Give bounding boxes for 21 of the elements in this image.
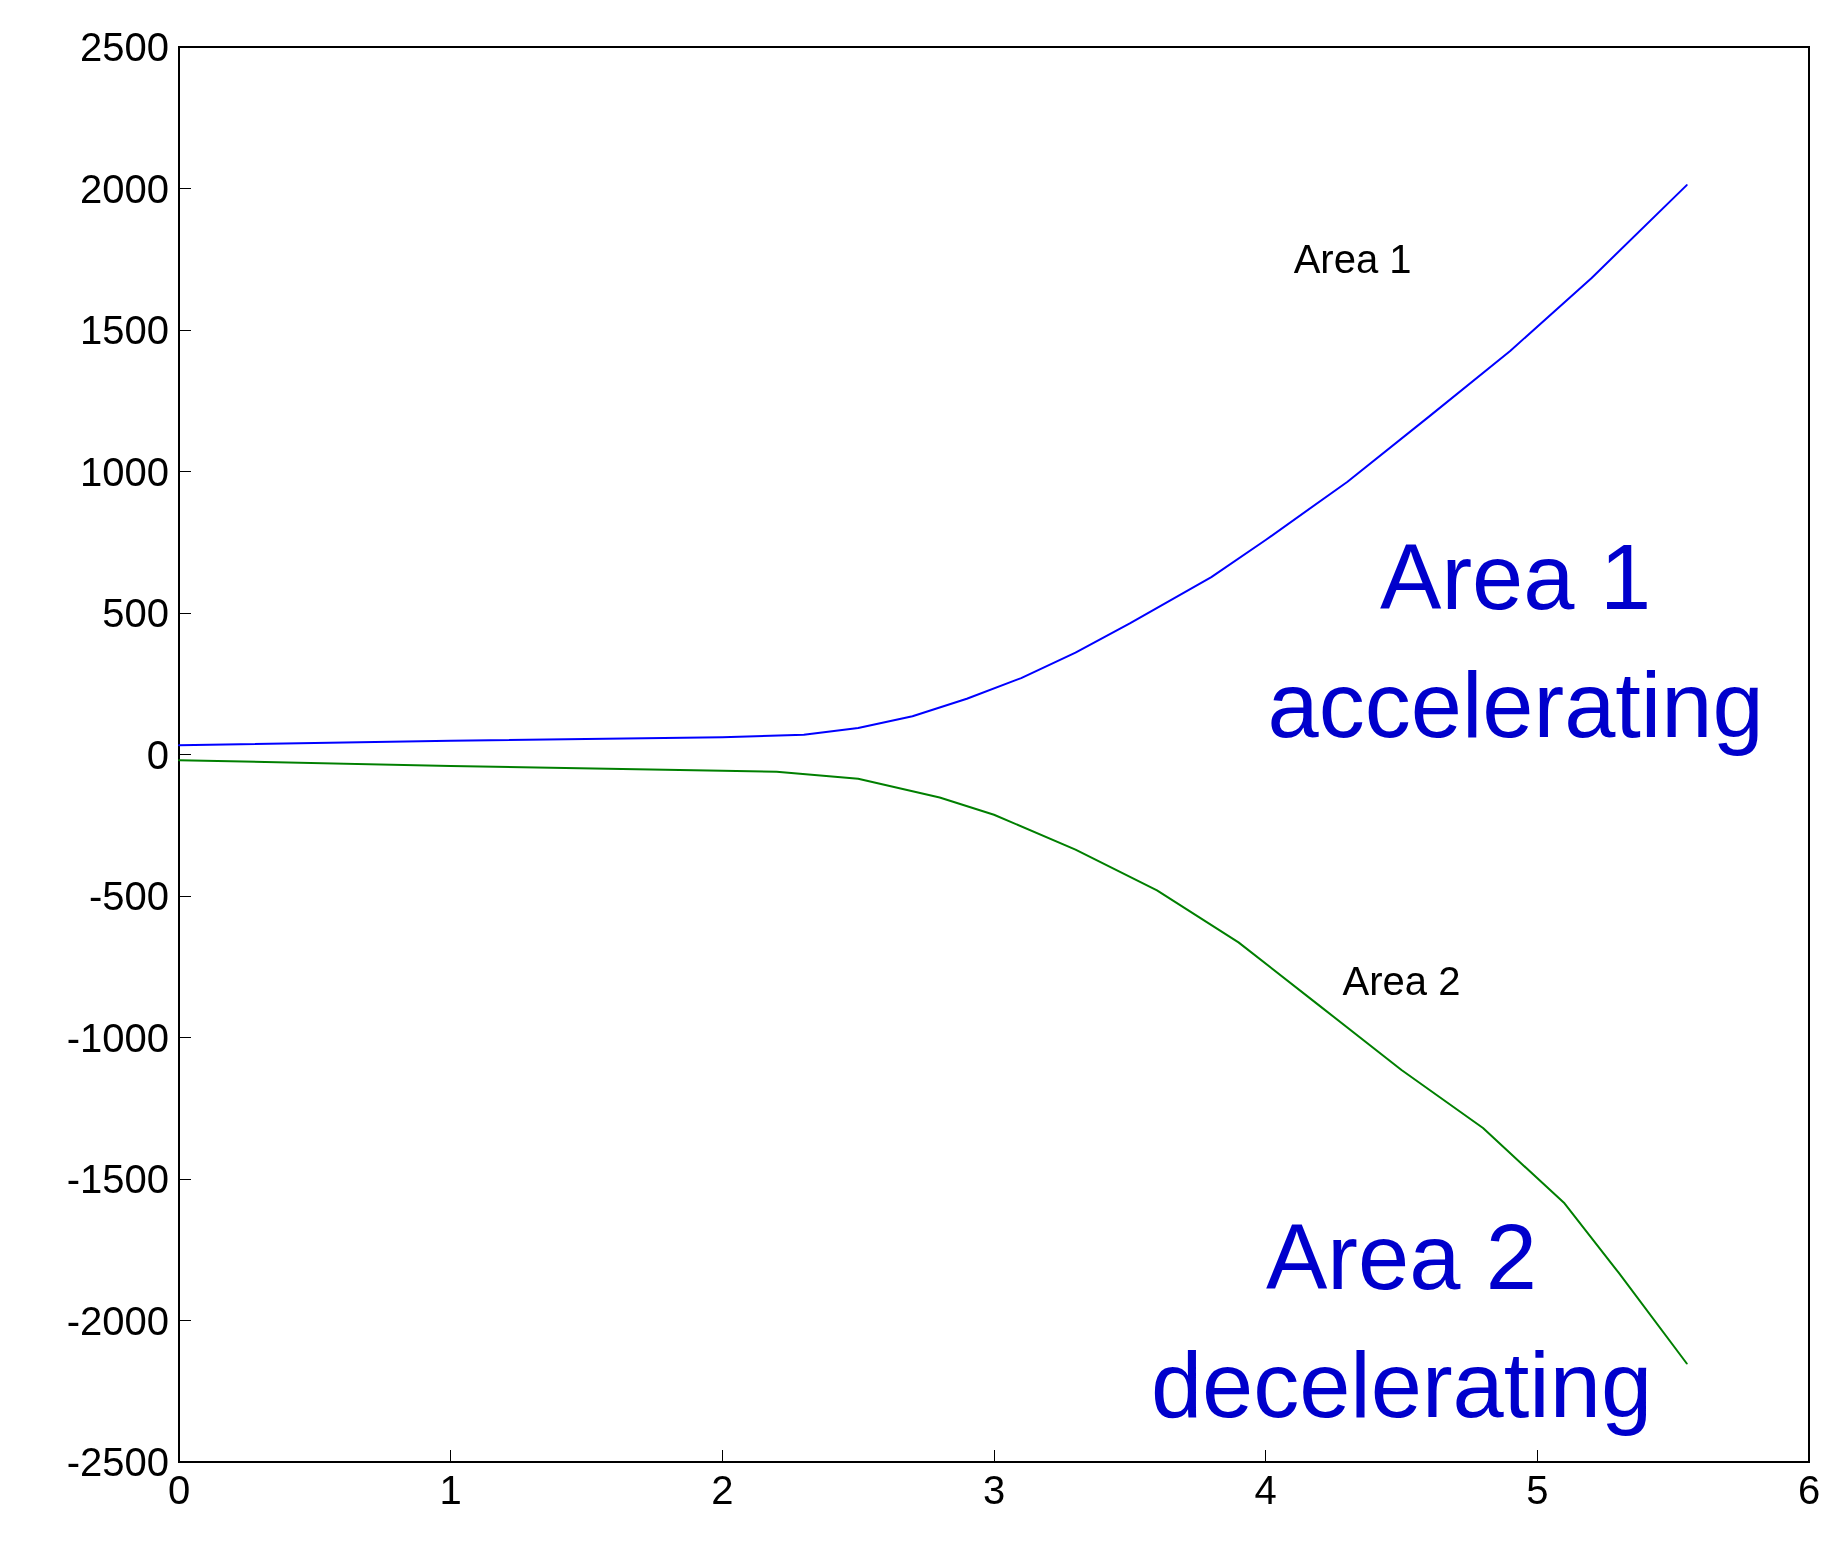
annotation: Area 1: [1293, 237, 1412, 282]
x-tick-label: 4: [1254, 1468, 1277, 1512]
y-tick-label: -1500: [66, 1157, 169, 1201]
y-tick-label: -1000: [66, 1015, 169, 1060]
x-tick-label: 5: [1526, 1468, 1549, 1512]
x-tick-label: 2: [711, 1468, 734, 1512]
y-tick-label: -2500: [66, 1440, 169, 1484]
y-tick-label: 2500: [80, 25, 169, 69]
x-tick-label: 6: [1797, 1468, 1821, 1512]
annotation: Area 2 decelerating: [1150, 1205, 1653, 1436]
y-tick-label: -2000: [66, 1298, 169, 1343]
y-tick-label: 500: [102, 591, 169, 635]
annotation: Area 1 accelerating: [1267, 526, 1764, 757]
annotation: Area 2: [1342, 958, 1461, 1003]
y-tick-label: 2000: [80, 166, 169, 211]
x-tick-label: 3: [982, 1468, 1006, 1512]
y-tick-label: 1500: [80, 308, 169, 352]
y-tick-label: -500: [88, 874, 169, 918]
y-tick-label: 0: [146, 732, 169, 777]
x-tick-label: 1: [439, 1468, 462, 1512]
y-tick-label: 1000: [80, 449, 169, 494]
